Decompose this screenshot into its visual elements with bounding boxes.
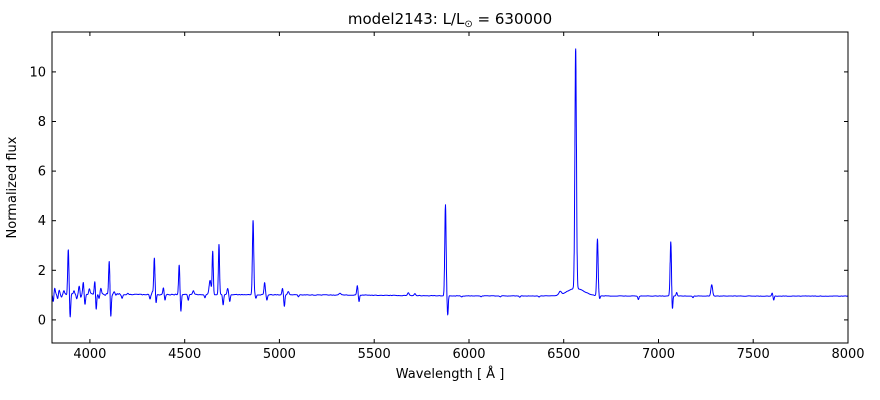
- y-tick-label-8: 8: [38, 115, 46, 130]
- y-tick-label-2: 2: [38, 264, 46, 279]
- x-tick-label-6500: 6500: [547, 347, 580, 362]
- x-tick-label-5500: 5500: [358, 347, 391, 362]
- x-tick-label-7000: 7000: [642, 347, 675, 362]
- y-tick-label-0: 0: [38, 313, 46, 328]
- y-tick-label-4: 4: [38, 214, 46, 229]
- y-tick-label-6: 6: [38, 165, 46, 180]
- y-axis-label: Normalized flux: [5, 136, 20, 238]
- x-tick-label-6000: 6000: [452, 347, 485, 362]
- spectrum-line: [51, 48, 849, 318]
- plot-border: [51, 31, 849, 344]
- x-tick-label-5000: 5000: [263, 347, 296, 362]
- x-tick-label-7500: 7500: [737, 347, 770, 362]
- x-tick-label-8000: 8000: [831, 347, 864, 362]
- x-tick-label-4000: 4000: [73, 347, 106, 362]
- plot-title: model2143: L/L⊙ = 630000: [348, 10, 552, 30]
- y-tick-label-10: 10: [29, 65, 46, 80]
- axis-ticks: 4000 4500 5000 5500 6000 6500 7000 7500 8000 0 2 4 6…: [29, 32, 865, 362]
- x-axis-label: Wavelength [ Å ]: [396, 366, 505, 382]
- x-tick-label-4500: 4500: [168, 347, 201, 362]
